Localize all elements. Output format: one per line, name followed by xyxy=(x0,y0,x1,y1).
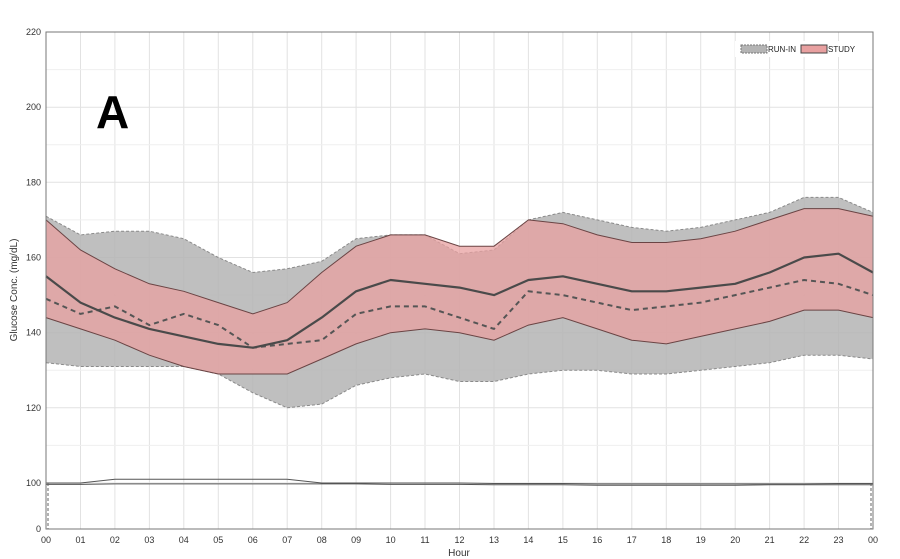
y-tick-labels: 0 100 120 140 160 180 200 220 xyxy=(26,27,41,534)
y-tick-label: 120 xyxy=(26,403,41,413)
x-tick-label: 00 xyxy=(868,535,878,545)
y-tick-label: 140 xyxy=(26,328,41,338)
x-tick-label: 23 xyxy=(833,535,843,545)
y-tick-label: 200 xyxy=(26,102,41,112)
x-tick-label: 11 xyxy=(420,535,429,545)
x-tick-label: 05 xyxy=(213,535,223,545)
x-tick-label: 19 xyxy=(696,535,706,545)
plot-frame xyxy=(45,31,874,530)
x-tick-label: 00 xyxy=(41,535,51,545)
x-tick-label: 06 xyxy=(248,535,258,545)
x-tick-label: 03 xyxy=(144,535,154,545)
lower-panel-line xyxy=(46,478,873,485)
y-tick-label: 180 xyxy=(26,177,41,187)
x-tick-label: 04 xyxy=(179,535,189,545)
median-lines xyxy=(45,252,874,349)
x-tick-label: 08 xyxy=(317,535,327,545)
band-upper-edge-run-in xyxy=(45,196,874,274)
x-tick-label: 15 xyxy=(558,535,568,545)
x-tick-label: 18 xyxy=(661,535,671,545)
median-line-study xyxy=(45,252,874,349)
band-lower-edge-run-in xyxy=(45,354,874,409)
band-study xyxy=(46,208,873,374)
y-tick-label: 0 xyxy=(36,524,41,534)
x-tick-label: 17 xyxy=(627,535,637,545)
y-tick-label: 220 xyxy=(26,27,41,37)
y-tick-label: 100 xyxy=(26,478,41,488)
legend: RUN-IN STUDY xyxy=(735,41,863,57)
legend-swatch-study xyxy=(800,44,828,54)
legend-label-run-in: RUN-IN xyxy=(768,45,796,54)
lower-panel-lines xyxy=(46,478,873,529)
x-tick-label: 20 xyxy=(730,535,740,545)
x-tick-label: 10 xyxy=(386,535,396,545)
x-tick-label: 22 xyxy=(799,535,809,545)
x-tick-label: 16 xyxy=(592,535,602,545)
x-tick-label: 12 xyxy=(454,535,464,545)
x-tick-labels: 00 01 02 03 04 05 06 07 08 09 10 11 12 13 14 15 16 17 18 19… xyxy=(41,535,878,545)
y-axis-label: Glucose Conc. (mg/dL) xyxy=(9,239,20,342)
y-tick-label: 160 xyxy=(26,253,41,263)
panel-letter: A xyxy=(96,86,129,138)
legend-label-study: STUDY xyxy=(828,45,856,54)
legend-swatch-run-in xyxy=(740,44,768,54)
median-line-run-in xyxy=(45,279,874,349)
band-lower-edge-study xyxy=(45,309,874,375)
x-tick-label: 13 xyxy=(489,535,499,545)
x-tick-label: 14 xyxy=(523,535,533,545)
x-tick-label: 09 xyxy=(351,535,361,545)
x-tick-label: 21 xyxy=(765,535,775,545)
percentile-bands xyxy=(45,196,874,409)
x-tick-label: 02 xyxy=(110,535,120,545)
band-upper-edge-study xyxy=(45,208,874,315)
x-axis-label: Hour xyxy=(448,548,470,559)
x-tick-label: 01 xyxy=(75,535,85,545)
x-tick-label: 07 xyxy=(282,535,292,545)
lower-panel-line xyxy=(46,483,873,486)
